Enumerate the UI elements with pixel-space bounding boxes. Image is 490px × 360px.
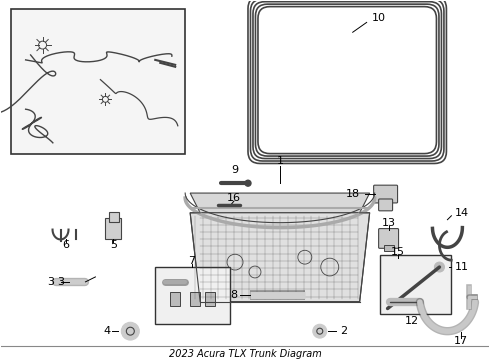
- Bar: [155, 267, 230, 324]
- Text: 6: 6: [62, 240, 69, 250]
- Circle shape: [245, 180, 251, 186]
- Text: 4: 4: [104, 326, 111, 336]
- Circle shape: [391, 258, 405, 272]
- Text: 3: 3: [47, 277, 54, 287]
- Bar: [105, 218, 122, 239]
- Circle shape: [122, 322, 139, 340]
- Circle shape: [313, 324, 327, 338]
- Text: 9: 9: [231, 165, 239, 175]
- Text: 13: 13: [382, 218, 395, 228]
- Bar: [11, 9, 185, 154]
- FancyBboxPatch shape: [379, 199, 392, 211]
- Bar: [205, 292, 215, 306]
- Bar: [384, 246, 393, 251]
- Text: 17: 17: [454, 336, 468, 346]
- Text: 7: 7: [189, 256, 196, 266]
- Bar: [170, 292, 180, 306]
- Circle shape: [435, 262, 444, 272]
- Text: 8: 8: [230, 290, 237, 300]
- Text: 14: 14: [454, 208, 468, 218]
- Bar: [190, 292, 200, 306]
- Text: 15: 15: [391, 247, 405, 257]
- Text: 10: 10: [371, 13, 386, 23]
- Bar: [380, 255, 451, 314]
- FancyBboxPatch shape: [379, 229, 398, 248]
- Polygon shape: [190, 193, 369, 213]
- Text: 2023 Acura TLX Trunk Diagram: 2023 Acura TLX Trunk Diagram: [169, 349, 321, 359]
- Text: 16: 16: [227, 193, 241, 203]
- Text: 2: 2: [340, 326, 347, 336]
- Text: 1: 1: [276, 157, 283, 166]
- Text: 11: 11: [454, 262, 468, 272]
- Polygon shape: [190, 213, 369, 302]
- Bar: [109, 212, 120, 222]
- FancyBboxPatch shape: [374, 185, 397, 203]
- Text: 12: 12: [404, 316, 418, 326]
- Text: 18: 18: [345, 189, 360, 199]
- Text: 3: 3: [57, 277, 64, 287]
- Text: 5: 5: [110, 240, 117, 250]
